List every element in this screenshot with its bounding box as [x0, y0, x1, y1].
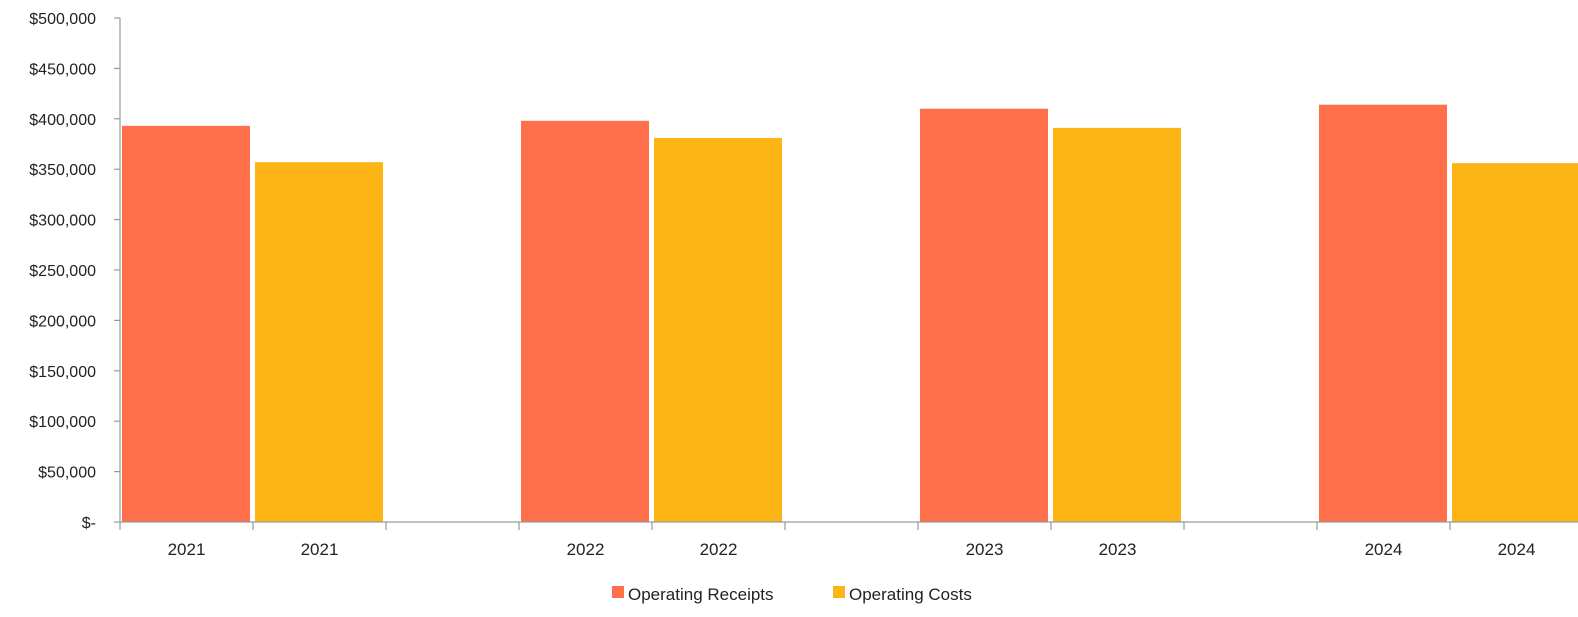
x-tick-label: 2023 [966, 540, 1004, 559]
x-tick-label: 2021 [301, 540, 339, 559]
bar-operating-receipts-3 [521, 120, 649, 522]
bar-operating-costs-1 [255, 162, 383, 523]
x-tick-label: 2022 [700, 540, 738, 559]
legend: Operating Receipts Operating Costs [612, 585, 972, 604]
axes [114, 17, 1578, 530]
legend-swatch [833, 586, 845, 598]
x-tick-label: 2021 [168, 540, 206, 559]
y-tick-label: $400,000 [29, 112, 96, 129]
legend-swatch [612, 586, 624, 598]
x-tick-label: 2023 [1099, 540, 1137, 559]
bar-operating-costs-10 [1452, 163, 1578, 523]
bar-operating-costs-7 [1053, 127, 1181, 522]
legend-label: Operating Costs [849, 585, 972, 604]
y-tick-label: $150,000 [29, 364, 96, 381]
y-tick-label: $250,000 [29, 263, 96, 280]
bar-operating-costs-4 [654, 137, 782, 522]
bar-operating-receipts-6 [920, 108, 1048, 522]
x-tick-labels: 2021 2021 2022 2022 2023 2023 2024 2024 [168, 540, 1536, 559]
bar-operating-receipts-0 [122, 125, 250, 522]
y-tick-label: $50,000 [38, 465, 96, 482]
x-tick-label: 2024 [1498, 540, 1536, 559]
y-tick-label: $450,000 [29, 61, 96, 78]
y-tick-label: $100,000 [29, 414, 96, 431]
y-tick-labels: $- $50,000 $100,000 $150,000 $200,000 $250,00… [29, 11, 96, 532]
x-tick-label: 2022 [567, 540, 605, 559]
bars [122, 104, 1578, 523]
legend-label: Operating Receipts [628, 585, 774, 604]
y-tick-label: $- [82, 515, 96, 532]
y-tick-label: $300,000 [29, 213, 96, 230]
x-tick-label: 2024 [1365, 540, 1403, 559]
y-tick-label: $200,000 [29, 313, 96, 330]
bar-operating-receipts-9 [1319, 104, 1447, 523]
y-tick-label: $350,000 [29, 162, 96, 179]
y-tick-label: $500,000 [29, 11, 96, 28]
